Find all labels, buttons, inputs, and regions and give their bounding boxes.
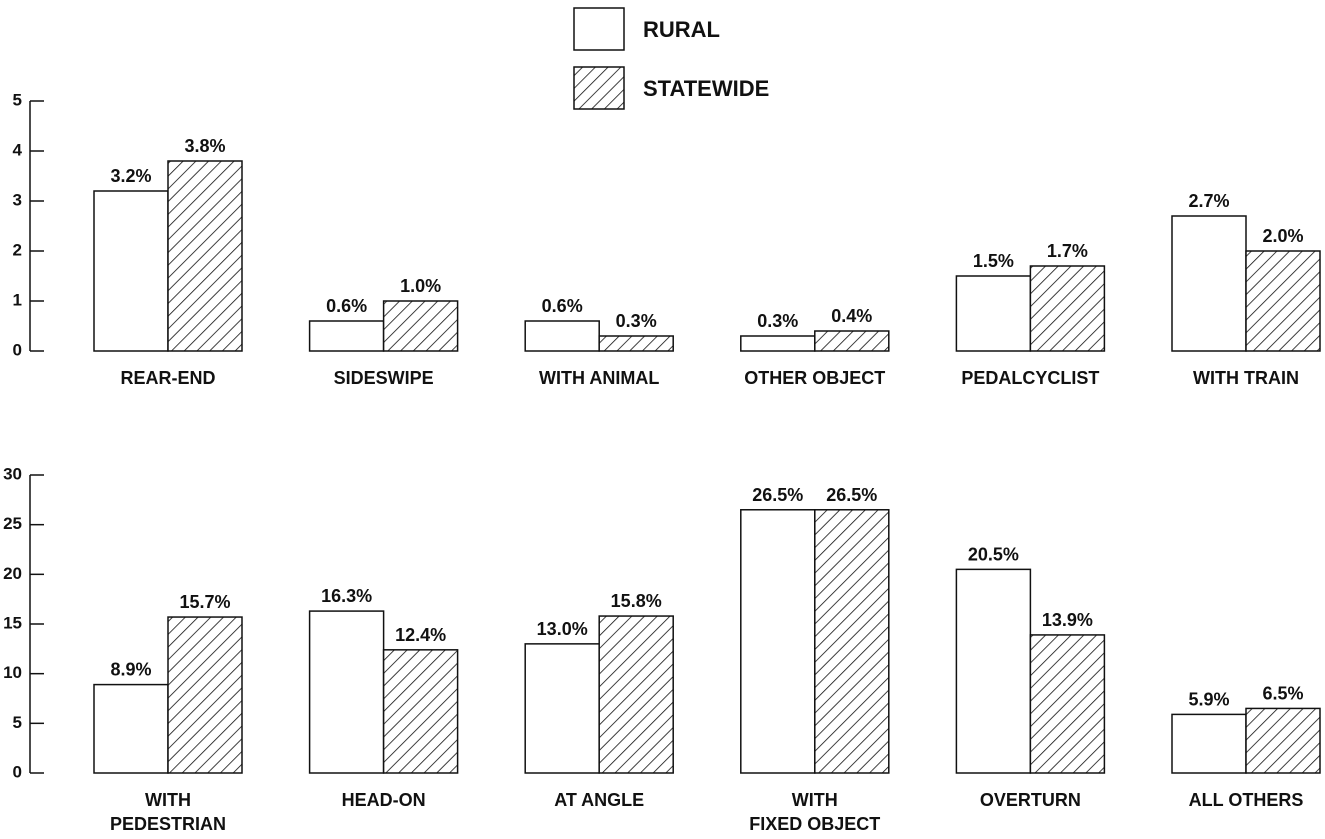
bar [1245, 250, 1321, 352]
x-tick-label: SIDESWIPE [334, 368, 434, 388]
value-label: 0.3% [616, 311, 657, 331]
x-tick-label: ALL OTHERS [1189, 790, 1304, 810]
bar [93, 190, 169, 352]
value-label: 2.7% [1188, 191, 1229, 211]
bar [1029, 634, 1106, 774]
value-label: 15.8% [611, 591, 662, 611]
bar [167, 616, 243, 774]
value-label: 16.3% [321, 586, 372, 606]
bar [955, 275, 1032, 352]
bar [598, 335, 674, 352]
value-label: 1.5% [973, 251, 1014, 271]
x-tick-label: WITH TRAIN [1193, 368, 1299, 388]
value-label: 1.7% [1047, 241, 1088, 261]
y-tick-label: 5 [13, 90, 22, 109]
value-label: 0.3% [757, 311, 798, 331]
x-tick-label: AT ANGLE [554, 790, 644, 810]
y-tick-label: 20 [3, 564, 22, 583]
legend-swatch [573, 7, 625, 51]
bar [308, 320, 385, 352]
x-tick-label: OVERTURN [980, 790, 1081, 810]
bar [167, 160, 243, 352]
bar [524, 320, 600, 352]
value-label: 5.9% [1188, 689, 1229, 709]
value-label: 13.0% [537, 619, 588, 639]
y-tick-label: 25 [3, 514, 22, 533]
y-tick-label: 0 [13, 762, 22, 781]
y-tick-label: 0 [13, 340, 22, 359]
bar [814, 330, 890, 352]
x-tick-label: OTHER OBJECT [744, 368, 885, 388]
bar [382, 300, 459, 352]
x-tick-label: WITH PEDESTRIAN [110, 790, 226, 834]
value-label: 1.0% [400, 276, 441, 296]
value-label: 6.5% [1262, 683, 1303, 703]
value-label: 20.5% [968, 544, 1019, 564]
x-tick-label: WITH ANIMAL [539, 368, 659, 388]
value-label: 3.2% [110, 166, 151, 186]
legend-swatch [573, 66, 625, 110]
value-label: 3.8% [184, 136, 225, 156]
y-tick-label: 4 [13, 140, 23, 159]
bar [814, 509, 890, 774]
value-label: 2.0% [1262, 226, 1303, 246]
value-label: 0.6% [542, 296, 583, 316]
bar [740, 509, 816, 774]
bar [1029, 265, 1106, 352]
bar [740, 335, 816, 352]
bar [524, 643, 600, 774]
bar [1171, 215, 1247, 352]
y-tick-label: 5 [13, 713, 22, 732]
value-label: 0.4% [831, 306, 872, 326]
bar [598, 615, 674, 774]
value-label: 8.9% [110, 660, 151, 680]
bar [93, 683, 169, 774]
y-tick-label: 10 [3, 663, 22, 682]
legend-label: STATEWIDE [643, 76, 769, 101]
value-label: 0.6% [326, 296, 367, 316]
bar [1171, 713, 1247, 774]
x-tick-label: REAR-END [120, 368, 215, 388]
x-tick-label: WITH FIXED OBJECT [749, 790, 880, 834]
y-tick-label: 3 [13, 190, 22, 209]
y-tick-label: 30 [3, 464, 22, 483]
value-label: 15.7% [179, 592, 230, 612]
y-tick-label: 1 [13, 290, 22, 309]
x-tick-label: HEAD-ON [342, 790, 426, 810]
y-tick-label: 15 [3, 613, 22, 632]
y-tick-label: 2 [13, 240, 22, 259]
bar [955, 568, 1032, 774]
bar [382, 649, 459, 774]
value-label: 12.4% [395, 625, 446, 645]
x-tick-label: PEDALCYCLIST [961, 368, 1099, 388]
legend-label: RURAL [643, 17, 720, 42]
value-label: 13.9% [1042, 610, 1093, 630]
bar [308, 610, 385, 774]
value-label: 26.5% [826, 485, 877, 505]
value-label: 26.5% [752, 485, 803, 505]
bar [1245, 707, 1321, 774]
